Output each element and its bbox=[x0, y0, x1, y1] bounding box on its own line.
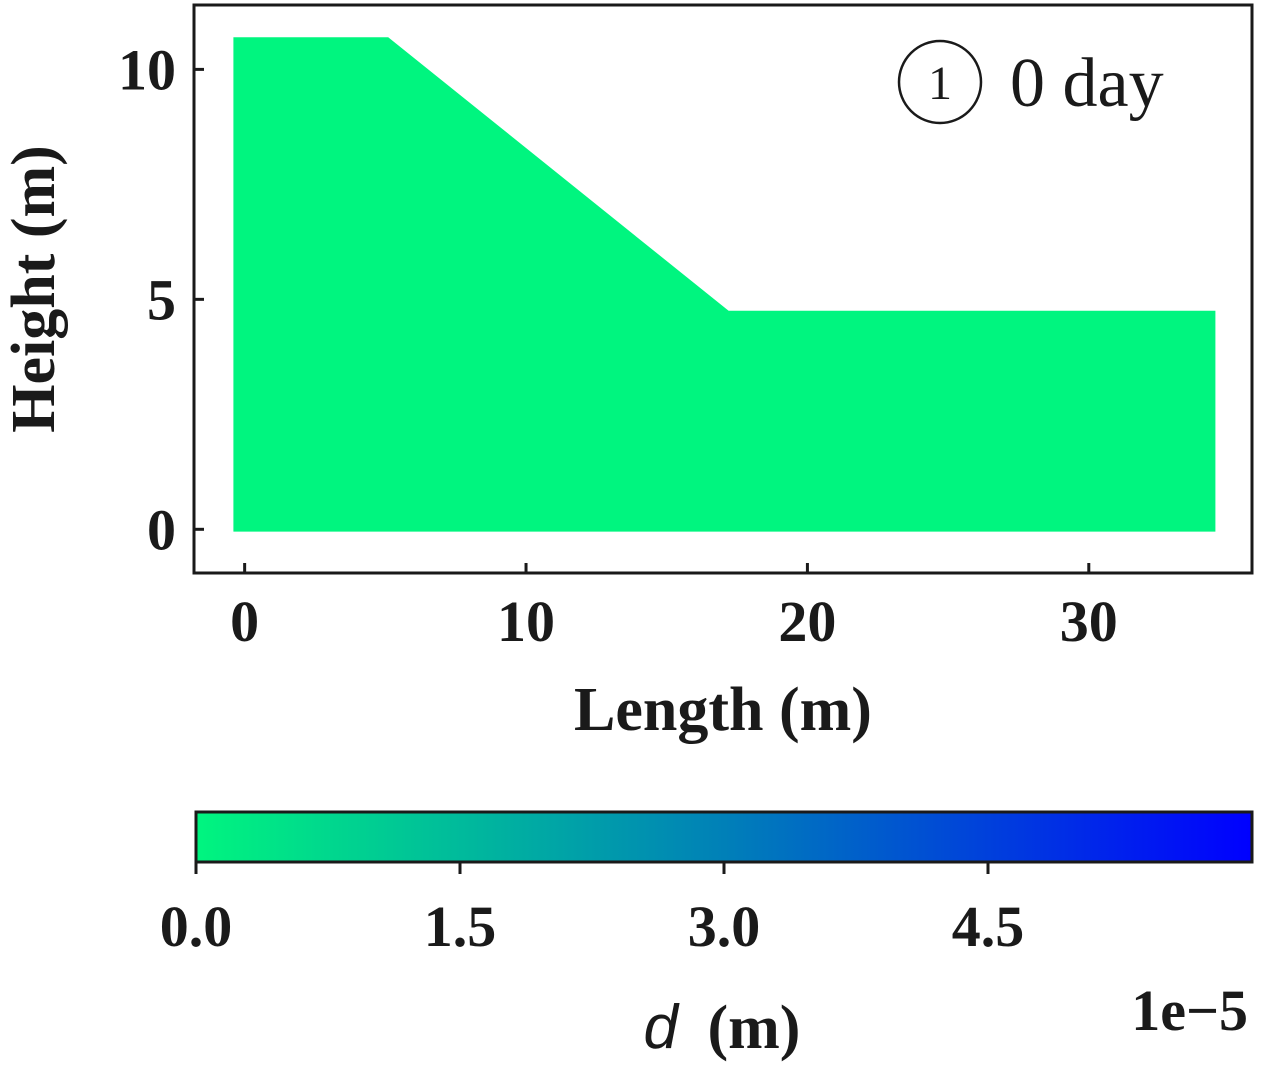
y-axis-title: Height (m) bbox=[0, 145, 68, 433]
plot-frame bbox=[192, 3, 1254, 575]
domain-field bbox=[233, 37, 1216, 532]
x-axis-title: Length (m) bbox=[574, 676, 872, 744]
colorbar-label-var: d bbox=[644, 993, 681, 1062]
x-tick-label: 20 bbox=[778, 589, 836, 654]
step-marker-number: 1 bbox=[928, 57, 952, 110]
colorbar-scale: 1e−5 bbox=[1131, 978, 1248, 1043]
colorbar-label-unit: (m) bbox=[708, 994, 801, 1062]
main-plot: 0 10 20 30 0 5 10 Length (m) Height (m) 1 0 d… bbox=[0, 3, 1254, 744]
colorbar-tick-label: 4.5 bbox=[952, 894, 1025, 959]
day-annotation: 1 0 day bbox=[897, 39, 1164, 125]
colorbar-gradient bbox=[194, 810, 1254, 864]
colorbar-tick-label: 3.0 bbox=[688, 894, 761, 959]
colorbar-tick-label: 0.0 bbox=[160, 894, 233, 959]
colorbar: 0.0 1.5 3.0 4.5 1e−5 d (m) bbox=[160, 810, 1254, 1062]
y-axis: 0 5 10 bbox=[118, 37, 204, 562]
x-tick-label: 30 bbox=[1060, 589, 1118, 654]
x-axis: 0 10 20 30 bbox=[230, 563, 1118, 654]
y-tick-label: 10 bbox=[118, 37, 176, 102]
step-marker-circle bbox=[897, 39, 983, 125]
x-tick-label: 10 bbox=[497, 589, 555, 654]
y-tick-label: 0 bbox=[147, 497, 176, 562]
colorbar-label: d (m) bbox=[644, 993, 801, 1062]
colorbar-tick-label: 1.5 bbox=[424, 894, 497, 959]
day-label: 0 day bbox=[1010, 45, 1164, 122]
x-tick-label: 0 bbox=[230, 589, 259, 654]
y-tick-label: 5 bbox=[147, 267, 176, 332]
colorbar-axis: 0.0 1.5 3.0 4.5 bbox=[160, 862, 1025, 959]
